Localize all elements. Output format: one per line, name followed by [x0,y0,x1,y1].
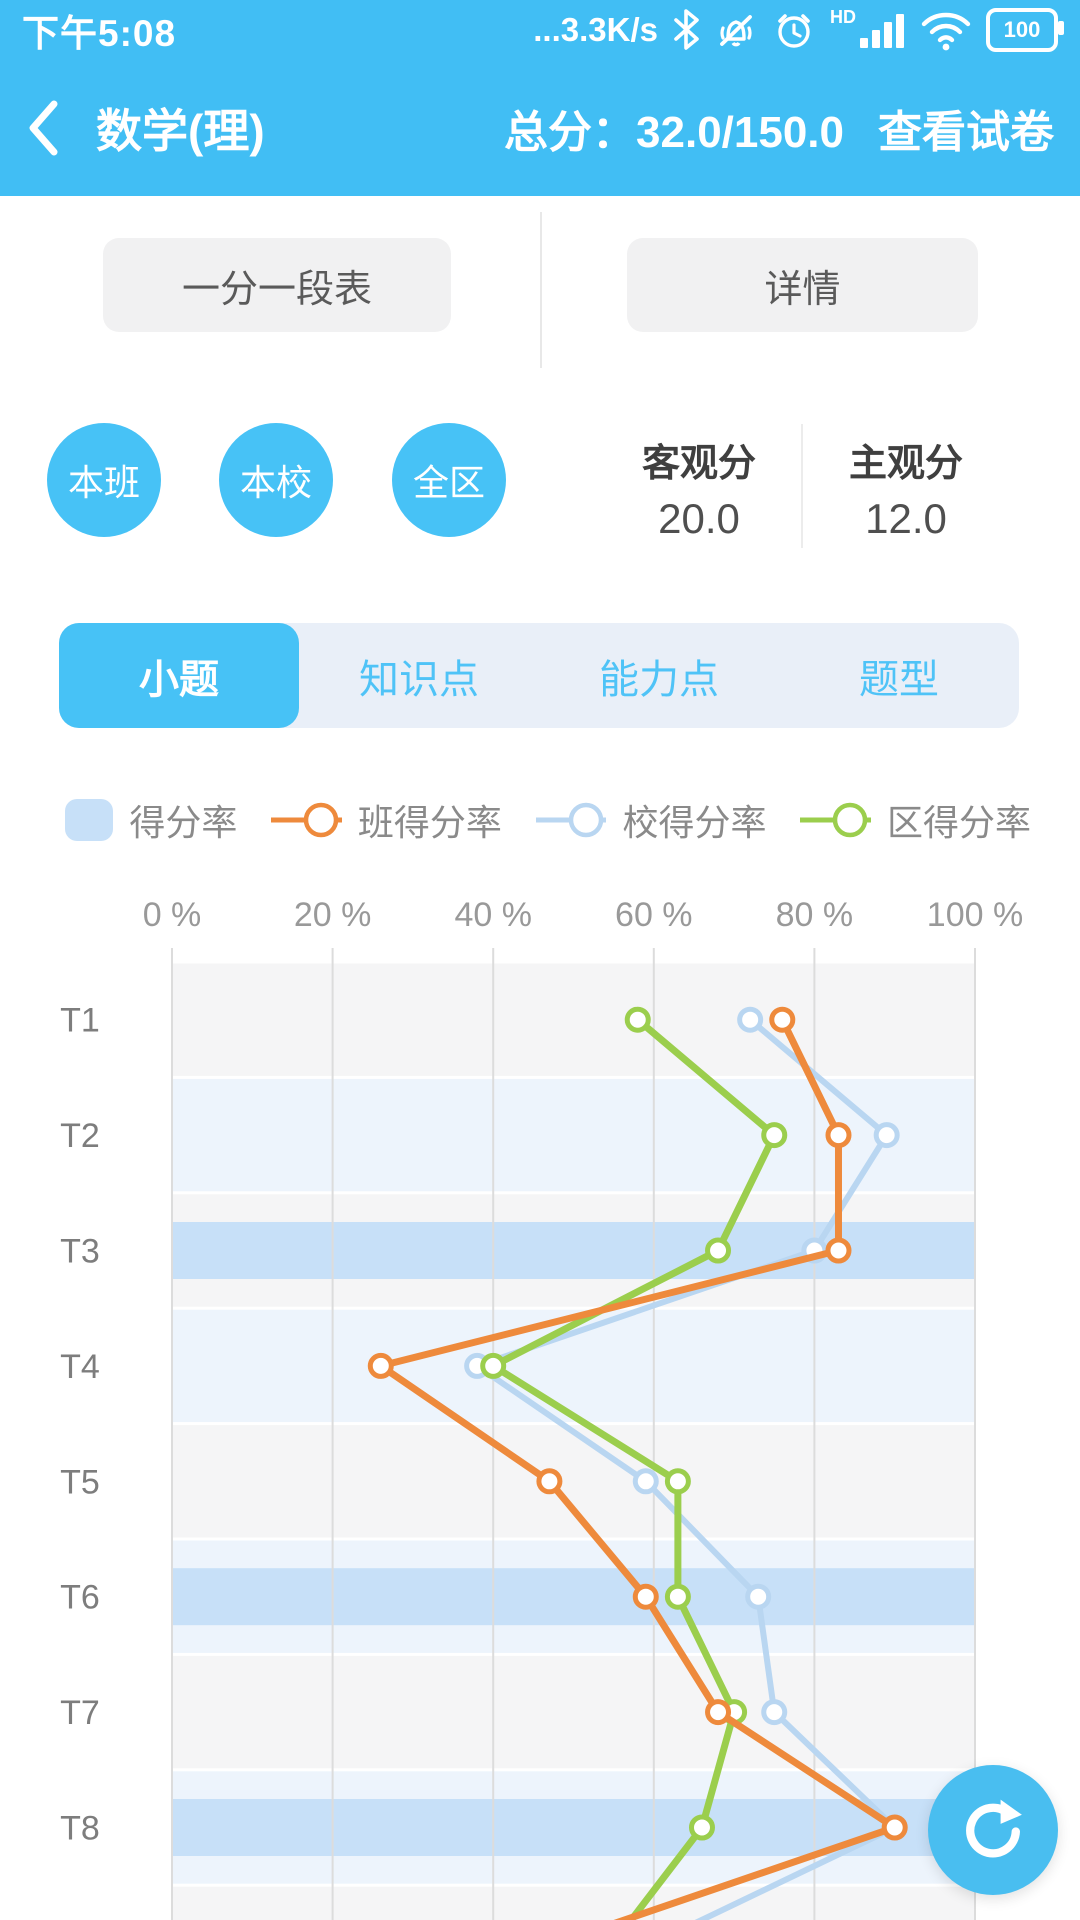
legend-label: 区得分率 [887,802,1032,843]
chart-row-band [172,963,975,1076]
row-label: T2 [60,1117,100,1155]
row-label: T6 [60,1579,100,1617]
objective-score-value: 20.0 [658,495,740,542]
mute-bell-icon [714,8,758,52]
wifi-icon [920,8,972,52]
subjective-score-value: 12.0 [865,495,947,542]
row-label: T1 [60,1002,100,1040]
refresh-icon [966,1799,1022,1858]
data-point-校得分率 [745,1583,772,1610]
legend-line-marker [535,802,607,838]
clock-text: 下午5:08 [22,13,177,54]
score-rate-bar [172,1568,975,1626]
page-title: 数学(理) [96,105,265,157]
view-paper-button[interactable]: 查看试卷 [878,108,1054,157]
battery-icon: 100 [986,8,1064,52]
data-point-班得分率 [367,1352,394,1379]
x-axis-tick-label: 40 % [454,896,532,934]
x-axis-tick-label: 100 % [927,896,1023,934]
chart-row-band [172,1886,975,1920]
chart-row-band [172,1425,975,1538]
data-point-校得分率 [632,1468,659,1495]
legend-label: 得分率 [129,802,238,843]
tab-能力点[interactable]: 能力点 [599,657,719,702]
signal-strength-icon: HD [830,8,906,52]
score-rate-bar [172,1222,975,1279]
refresh-button[interactable] [928,1765,1058,1895]
x-axis-tick-label: 0 % [143,896,202,934]
hd-label: HD [830,7,856,27]
data-point-班得分率 [632,1583,659,1610]
x-axis-tick-label: 80 % [776,896,854,934]
data-point-班得分率 [769,1006,796,1033]
alarm-clock-icon [772,8,816,52]
data-point-区得分率 [664,1583,691,1610]
data-point-班得分率 [825,1122,852,1149]
legend-label: 校得分率 [622,802,767,843]
x-axis-tick-label: 20 % [294,896,372,934]
chart-legend: 得分率 班得分率 校得分率 区得分率 [65,790,1045,850]
tab-小题[interactable]: 小题 [59,623,299,728]
details-button[interactable]: 详情 [627,238,978,332]
data-point-区得分率 [480,1352,507,1379]
objective-score-label: 客观分 [641,443,756,485]
tab-知识点[interactable]: 知识点 [359,657,479,702]
legend-line-marker [800,802,871,838]
data-point-区得分率 [705,1237,732,1264]
chart-row-band [172,1078,975,1192]
category-tabs: 小题 知识点 能力点 题型 [59,623,1019,728]
row-label: T7 [60,1694,100,1732]
subjective-score-label: 主观分 [848,443,963,485]
legend-bar-swatch [65,799,114,841]
data-point-校得分率 [737,1006,764,1033]
button-divider [540,212,542,368]
data-point-区得分率 [624,1006,651,1033]
chart-row-band [172,1655,975,1769]
data-point-校得分率 [873,1122,900,1149]
score-rate-chart: 0 % 20 % 40 % 60 % 80 % 100 % T1 T2 T3 T4 T5 T6 T7 T8 [0,890,1080,1920]
data-point-班得分率 [536,1468,563,1495]
data-point-班得分率 [705,1699,732,1726]
tab-题型[interactable]: 题型 [859,657,939,702]
battery-level-text: 100 [1003,17,1041,42]
row-label: T8 [60,1810,100,1848]
row-label: T3 [60,1233,100,1271]
data-point-班得分率 [881,1814,908,1841]
data-point-班得分率 [825,1237,852,1264]
x-axis-tick-label: 60 % [615,896,693,934]
app-header: 数学(理) 总分：32.0/150.0 查看试卷 [0,60,1080,196]
row-label: T5 [60,1463,100,1501]
status-bar: 下午5:08 ...3.3K/s [0,0,1080,60]
data-point-校得分率 [761,1699,788,1726]
legend-line-marker [271,802,342,838]
total-score-text: 总分：32.0/150.0 [504,108,844,157]
data-point-区得分率 [664,1468,691,1495]
score-divider [801,424,803,548]
scope-class-button[interactable]: 本班 [47,423,161,537]
back-button[interactable] [26,96,70,160]
scope-district-button[interactable]: 全区 [392,423,506,537]
row-label: T4 [60,1348,100,1386]
status-icons: ...3.3K/s HD [533,8,1064,52]
data-point-区得分率 [688,1814,715,1841]
legend-label: 班得分率 [357,802,502,843]
network-speed-text: ...3.3K/s [533,11,658,48]
data-point-区得分率 [761,1122,788,1149]
scope-school-button[interactable]: 本校 [219,423,333,537]
segment-table-button[interactable]: 一分一段表 [103,238,451,332]
chart-canvas: 0 % 20 % 40 % 60 % 80 % 100 % T1 T2 T3 T4 T5 T6 T7 T8 [60,896,1023,1920]
bluetooth-icon [672,8,700,52]
